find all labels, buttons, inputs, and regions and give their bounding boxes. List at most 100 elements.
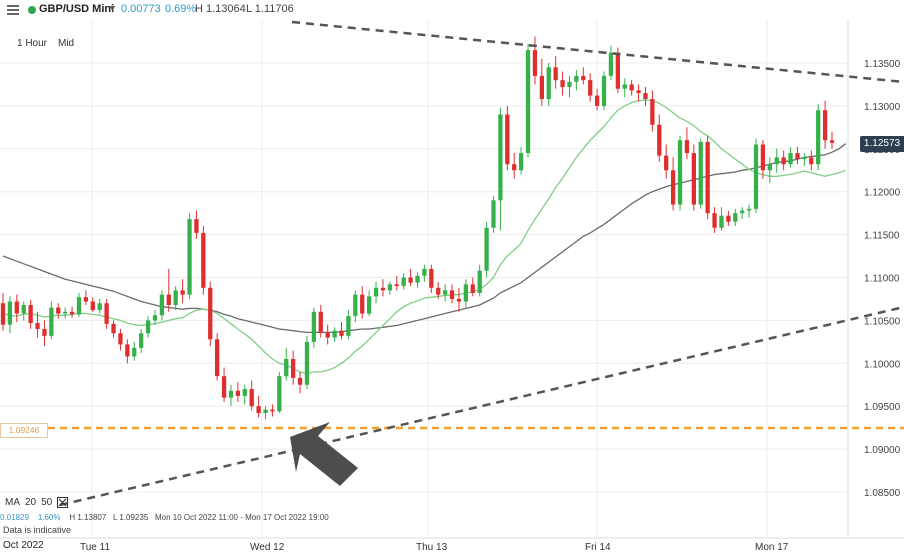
candle-body	[684, 140, 690, 154]
candle	[173, 286, 178, 311]
candle	[477, 264, 482, 297]
candle-body	[470, 284, 475, 293]
y-tick-label: 1.11000	[864, 274, 900, 285]
candle-body	[829, 140, 835, 143]
candle	[657, 114, 662, 162]
candle	[373, 281, 379, 304]
candle	[677, 135, 683, 211]
instrument-name[interactable]: GBP/USD Mini	[39, 3, 115, 15]
candle	[35, 311, 40, 338]
price-mode-selector[interactable]: Mid	[58, 38, 75, 49]
x-tick-label: Fri 14	[585, 542, 611, 553]
candle-body	[235, 390, 241, 396]
candle-body	[615, 52, 620, 89]
candle	[401, 273, 406, 290]
ma20-line	[2, 99, 847, 375]
candle-body	[373, 287, 379, 297]
candle	[442, 284, 448, 302]
candle-body	[567, 81, 572, 88]
candle-body	[629, 84, 634, 91]
period-label: Oct 2022	[3, 540, 44, 551]
candle-body	[795, 153, 800, 160]
candle	[104, 298, 109, 329]
candle	[221, 367, 227, 402]
candle-body	[774, 157, 779, 165]
close-icon[interactable]	[57, 497, 69, 508]
candle-body	[449, 290, 455, 299]
candle-body	[574, 75, 579, 82]
candle	[670, 157, 676, 211]
candle-body	[705, 141, 710, 214]
candle-body	[636, 90, 641, 94]
candle-body	[221, 376, 227, 398]
candle-body	[816, 110, 821, 165]
candle	[270, 404, 275, 417]
ma-fast-period[interactable]: 20	[25, 497, 37, 508]
candle	[97, 298, 102, 314]
candle	[325, 324, 330, 345]
annotation-arrow-icon	[290, 422, 358, 486]
candle-body	[28, 304, 33, 323]
lower-trendline[interactable]	[59, 305, 904, 507]
y-tick-label: 1.09000	[864, 445, 901, 456]
y-tick-label: 1.13000	[864, 102, 901, 113]
candle-body	[442, 290, 448, 295]
candle-body	[422, 268, 427, 276]
candle-body	[650, 99, 655, 125]
candle-body	[332, 330, 337, 338]
candle-body	[173, 290, 178, 305]
candle	[277, 371, 282, 414]
candle	[415, 272, 420, 288]
candle	[311, 307, 317, 348]
candle-body	[297, 377, 303, 385]
candle-body	[601, 75, 607, 106]
candle-body	[822, 110, 828, 141]
y-tick-label: 1.10000	[864, 359, 901, 370]
candle-body	[670, 170, 676, 205]
candle	[822, 100, 828, 149]
candle-body	[180, 290, 185, 295]
candle-body	[726, 215, 731, 222]
candle-body	[21, 304, 26, 314]
candle	[422, 264, 427, 282]
candle	[643, 87, 648, 106]
hamburger-menu-icon[interactable]	[7, 5, 19, 15]
candle	[28, 299, 33, 329]
candle-body	[622, 84, 627, 89]
ma-slow-period[interactable]: 50	[41, 497, 53, 508]
y-tick-label: 1.13500	[864, 59, 901, 70]
candle	[0, 292, 6, 331]
candle	[581, 67, 586, 85]
candle-body	[42, 328, 47, 336]
candle-body	[643, 93, 648, 100]
candle-body	[760, 144, 766, 171]
candle	[636, 84, 641, 102]
candle-body	[304, 341, 310, 385]
candle	[567, 75, 572, 98]
candle-body	[719, 215, 724, 228]
instrument-header: GBP/USD Mini ▼ 0.00773 0.69% H 1.13064 L…	[0, 0, 904, 20]
session-low: L 1.11706	[246, 3, 294, 15]
candle	[498, 107, 503, 231]
timeframe-selector[interactable]: 1 Hour	[17, 38, 48, 49]
candle	[574, 69, 579, 91]
candle-body	[346, 316, 351, 336]
candle	[42, 320, 47, 347]
candle-body	[698, 141, 703, 205]
candle	[525, 44, 531, 158]
candle-body	[132, 347, 137, 357]
chevron-down-icon[interactable]: ▼	[108, 3, 117, 13]
candle-body	[277, 376, 282, 412]
y-tick-label: 1.11500	[864, 231, 900, 242]
upper-trendline[interactable]	[291, 20, 904, 84]
candle	[560, 71, 565, 96]
candle-body	[339, 330, 344, 336]
candle-body	[270, 409, 275, 412]
candle	[360, 286, 365, 319]
candle-body	[546, 67, 551, 100]
candle	[63, 307, 68, 319]
candle	[111, 320, 116, 338]
candle	[125, 339, 130, 364]
candle-body	[657, 124, 662, 156]
